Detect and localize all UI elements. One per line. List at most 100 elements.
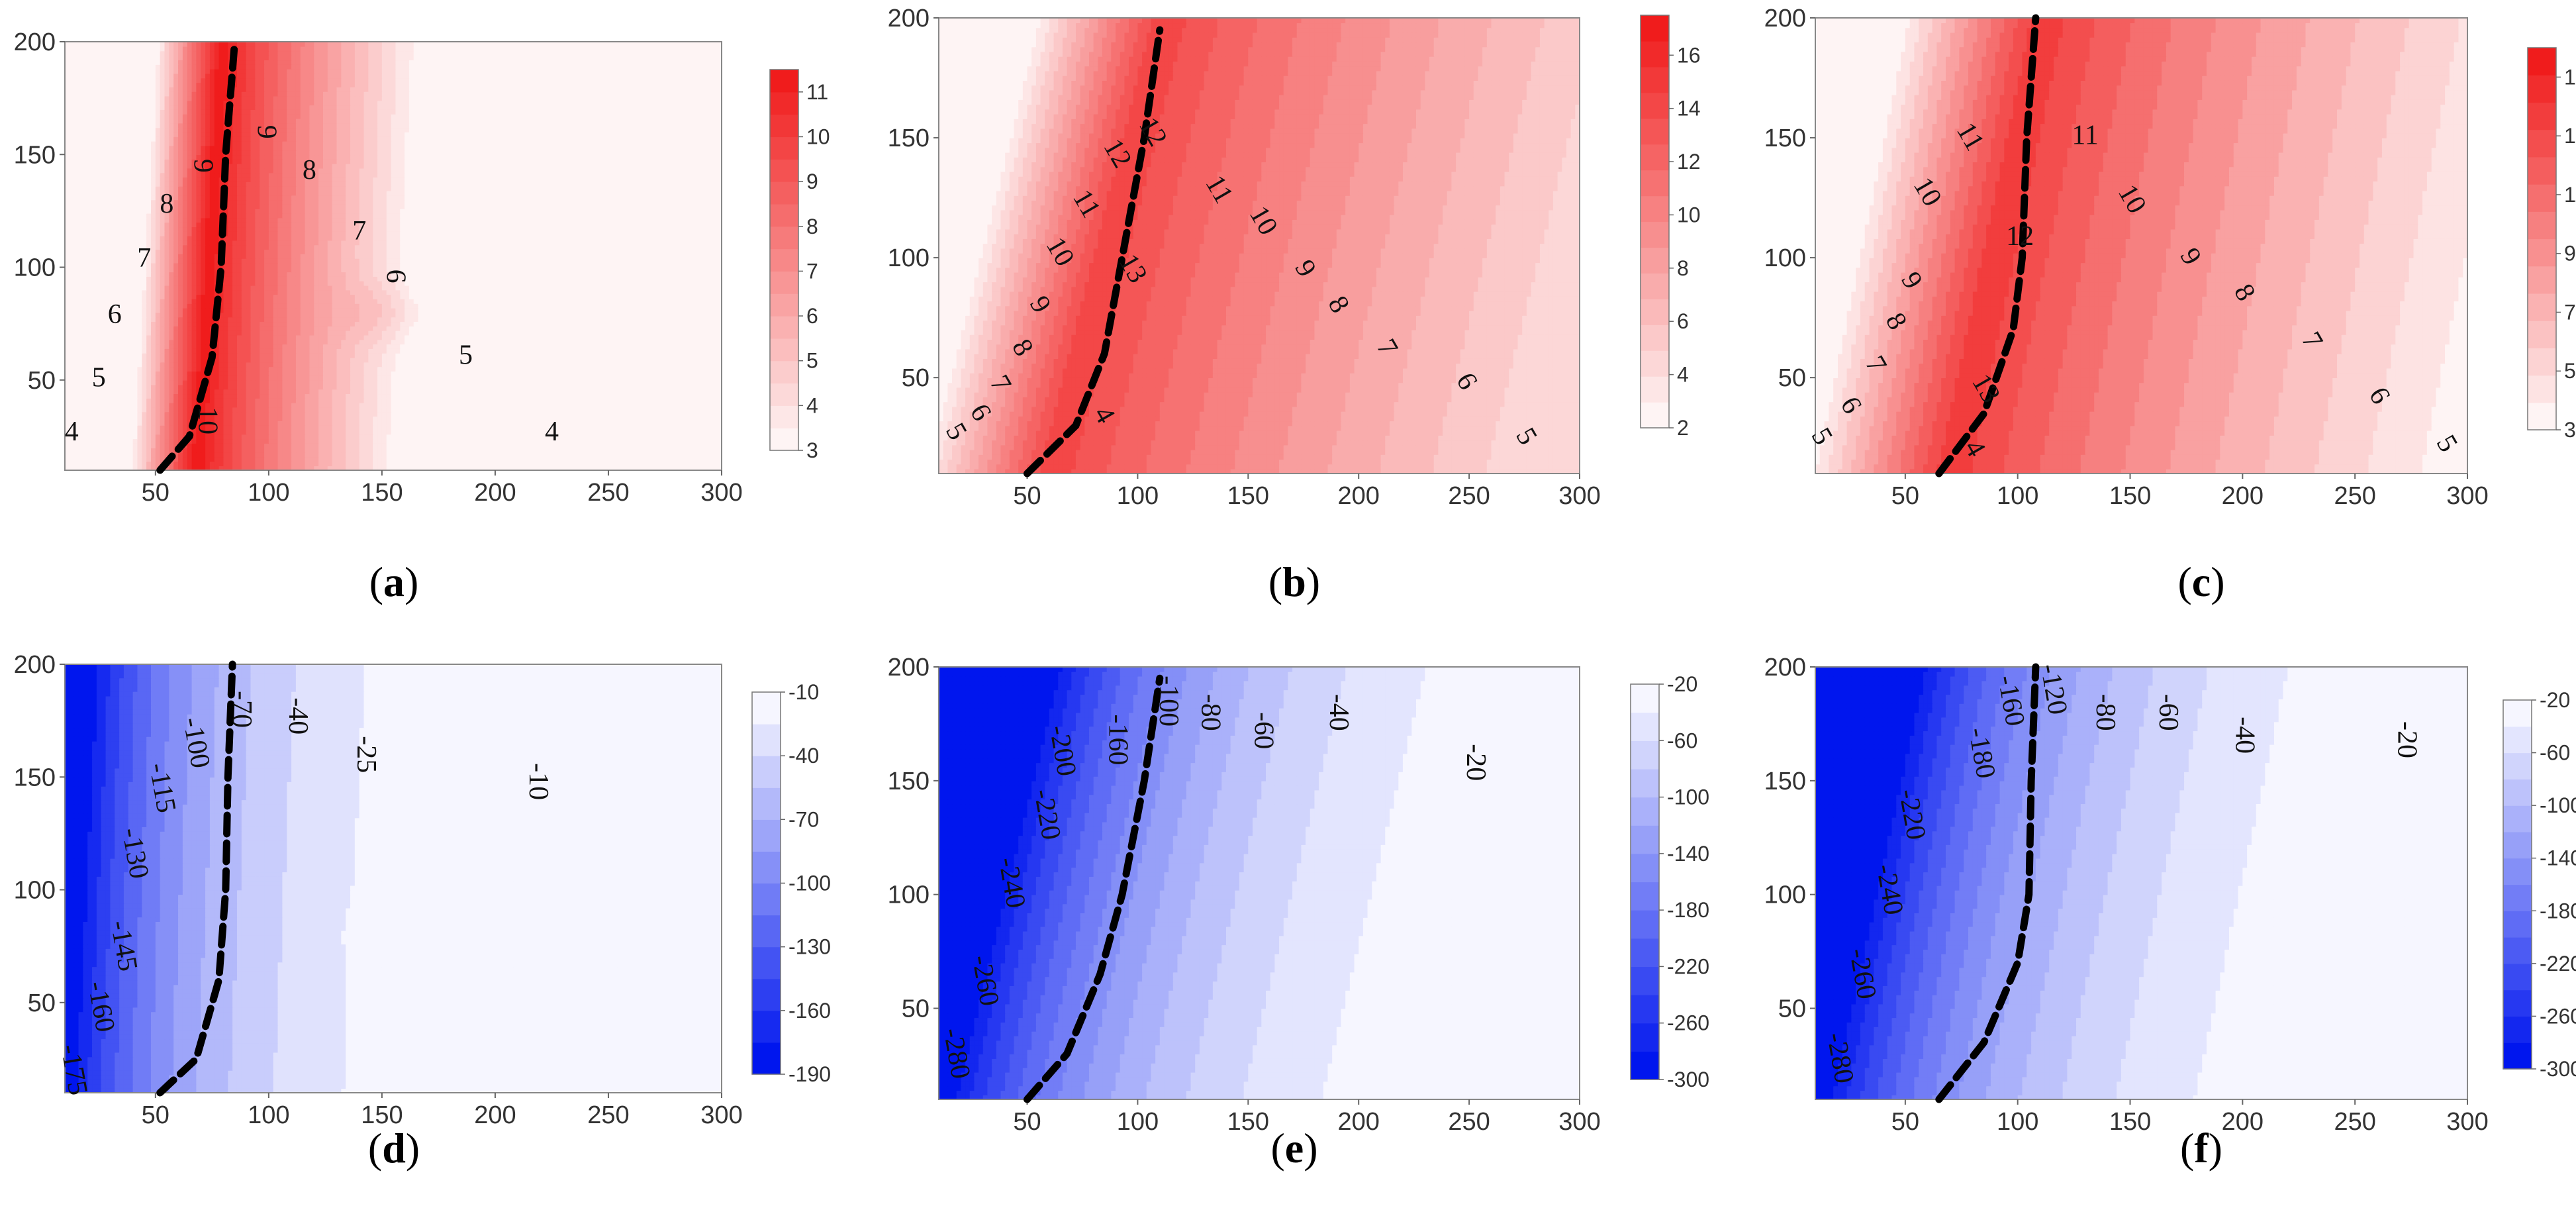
heat-cell bbox=[332, 461, 338, 466]
heat-cell bbox=[382, 457, 387, 462]
heat-cell bbox=[595, 457, 600, 462]
heat-cell bbox=[595, 461, 600, 466]
heat-cell bbox=[450, 461, 455, 466]
heat-cell bbox=[436, 461, 442, 466]
heat-cell bbox=[527, 457, 532, 462]
heat-cell bbox=[640, 457, 645, 462]
heat-cell bbox=[201, 461, 206, 466]
heat-cell bbox=[613, 461, 618, 466]
heat-cell bbox=[432, 461, 437, 466]
heat-cell bbox=[137, 452, 142, 458]
heat-cell bbox=[341, 457, 346, 462]
heat-cell bbox=[373, 457, 378, 462]
heat-cell bbox=[355, 461, 360, 466]
heat-cell bbox=[704, 461, 709, 466]
heat-cell bbox=[563, 457, 569, 462]
heat-cell bbox=[246, 457, 252, 462]
heatmap-field bbox=[65, 42, 722, 471]
heat-cell bbox=[681, 457, 686, 462]
heat-cell bbox=[291, 461, 297, 466]
heat-cell bbox=[604, 461, 609, 466]
heat-cell bbox=[432, 457, 437, 462]
heat-cell bbox=[522, 461, 528, 466]
heat-cell bbox=[495, 461, 501, 466]
heat-cell bbox=[309, 457, 314, 462]
heat-cell bbox=[70, 452, 75, 458]
heat-cell bbox=[282, 461, 287, 466]
heat-cell bbox=[255, 461, 260, 466]
heat-cell bbox=[400, 461, 405, 466]
heat-cell bbox=[672, 461, 677, 466]
heat-cell bbox=[508, 461, 514, 466]
heat-cell bbox=[613, 457, 618, 462]
heat-cell bbox=[97, 457, 102, 462]
heat-cell bbox=[246, 452, 252, 458]
heat-cell bbox=[618, 461, 623, 466]
heat-cell bbox=[70, 461, 75, 466]
heat-cell bbox=[106, 461, 111, 466]
heat-cell bbox=[368, 457, 373, 462]
heat-cell bbox=[323, 457, 328, 462]
heat-cell bbox=[377, 461, 383, 466]
heat-cell bbox=[500, 457, 505, 462]
heat-cell bbox=[622, 457, 627, 462]
heat-cell bbox=[690, 457, 695, 462]
heat-cell bbox=[318, 457, 324, 462]
heat-cell bbox=[328, 461, 333, 466]
heat-cell bbox=[491, 461, 496, 466]
heat-cell bbox=[567, 457, 573, 462]
heat-cell bbox=[133, 452, 138, 458]
heat-cell bbox=[532, 461, 537, 466]
heat-cell bbox=[694, 461, 700, 466]
heat-cell bbox=[549, 457, 555, 462]
heat-cell bbox=[350, 461, 356, 466]
heat-cell bbox=[97, 452, 102, 458]
heat-cell bbox=[260, 457, 265, 462]
heat-cell bbox=[187, 461, 193, 466]
heat-cell bbox=[146, 452, 152, 458]
heat-cell bbox=[205, 452, 211, 458]
heat-cell bbox=[477, 457, 483, 462]
heat-cell bbox=[708, 461, 713, 466]
heat-cell bbox=[554, 457, 559, 462]
heat-cell bbox=[124, 461, 129, 466]
heat-cell bbox=[468, 457, 473, 462]
heat-cell bbox=[97, 461, 102, 466]
heat-cell bbox=[418, 457, 424, 462]
heat-cell bbox=[382, 461, 387, 466]
heat-cell bbox=[205, 457, 211, 462]
heat-cell bbox=[246, 461, 252, 466]
heat-cell bbox=[215, 461, 220, 466]
heat-cell bbox=[115, 461, 120, 466]
heat-cell bbox=[405, 461, 410, 466]
heat-cell bbox=[446, 461, 451, 466]
heat-cell bbox=[559, 457, 564, 462]
heat-cell bbox=[604, 457, 609, 462]
heat-cell bbox=[636, 461, 641, 466]
heat-cell bbox=[119, 452, 124, 458]
heat-cell bbox=[712, 461, 718, 466]
heat-cell bbox=[481, 461, 487, 466]
heat-cell bbox=[301, 452, 306, 458]
heat-cell bbox=[110, 452, 115, 458]
heat-cell bbox=[459, 461, 464, 466]
heat-cell bbox=[65, 457, 70, 462]
heat-cell bbox=[223, 457, 228, 462]
heat-cell bbox=[481, 457, 487, 462]
heat-cell bbox=[518, 457, 523, 462]
heat-cell bbox=[567, 461, 573, 466]
heat-cell bbox=[223, 452, 228, 458]
heat-cell bbox=[128, 452, 134, 458]
heat-cell bbox=[251, 452, 256, 458]
heat-cell bbox=[572, 457, 577, 462]
heat-cell bbox=[391, 457, 397, 462]
heat-cell bbox=[201, 457, 206, 462]
heat-cell bbox=[278, 461, 283, 466]
heat-cell bbox=[368, 461, 373, 466]
heat-cell bbox=[242, 457, 247, 462]
heat-cell bbox=[142, 452, 147, 458]
heat-cell bbox=[554, 461, 559, 466]
heat-cell bbox=[332, 457, 338, 462]
heat-cell bbox=[527, 461, 532, 466]
heat-cell bbox=[504, 457, 510, 462]
